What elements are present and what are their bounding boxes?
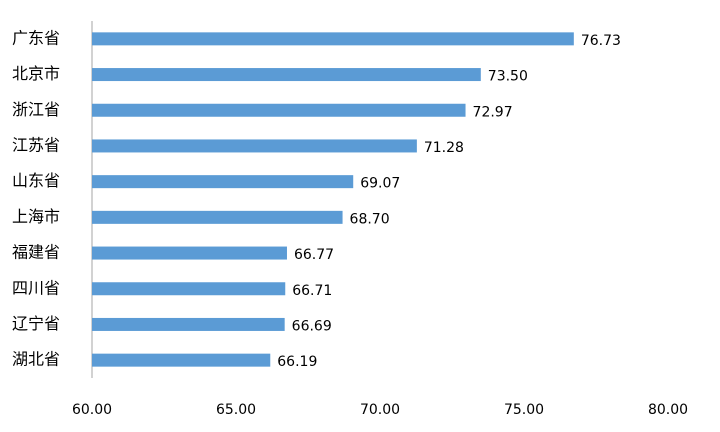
bar <box>92 103 466 117</box>
y-tick-label: 江苏省 <box>12 135 60 154</box>
bar <box>92 282 286 296</box>
bar <box>92 246 287 260</box>
bar <box>92 32 574 46</box>
y-tick-label: 北京市 <box>12 64 60 83</box>
bar <box>92 139 417 153</box>
x-tick-label: 65.00 <box>216 402 256 418</box>
y-tick-label: 广东省 <box>12 28 60 47</box>
value-label: 66.19 <box>277 354 317 370</box>
x-tick-label: 70.00 <box>360 402 400 418</box>
y-tick-label: 湖北省 <box>12 350 60 369</box>
bar <box>92 175 354 189</box>
value-label: 66.77 <box>294 247 334 263</box>
value-label: 68.70 <box>350 211 390 227</box>
x-tick-label: 75.00 <box>504 402 544 418</box>
y-tick-label: 辽宁省 <box>12 314 60 333</box>
bar <box>92 68 481 82</box>
y-tick-label: 福建省 <box>12 243 60 262</box>
y-tick-label: 四川省 <box>12 278 60 297</box>
value-label: 69.07 <box>360 176 400 192</box>
bar <box>92 317 285 331</box>
y-tick-label: 浙江省 <box>12 100 60 119</box>
x-tick-label: 80.00 <box>648 402 688 418</box>
bar <box>92 353 271 367</box>
value-label: 72.97 <box>473 104 513 120</box>
value-label: 73.50 <box>488 69 528 85</box>
value-label: 66.71 <box>292 283 332 299</box>
value-label: 66.69 <box>292 318 332 334</box>
y-tick-label: 山东省 <box>12 171 60 190</box>
value-label: 71.28 <box>424 140 464 156</box>
x-tick-label: 60.00 <box>72 402 112 418</box>
bar <box>92 210 343 224</box>
y-tick-label: 上海市 <box>12 207 60 226</box>
value-label: 76.73 <box>581 33 621 49</box>
